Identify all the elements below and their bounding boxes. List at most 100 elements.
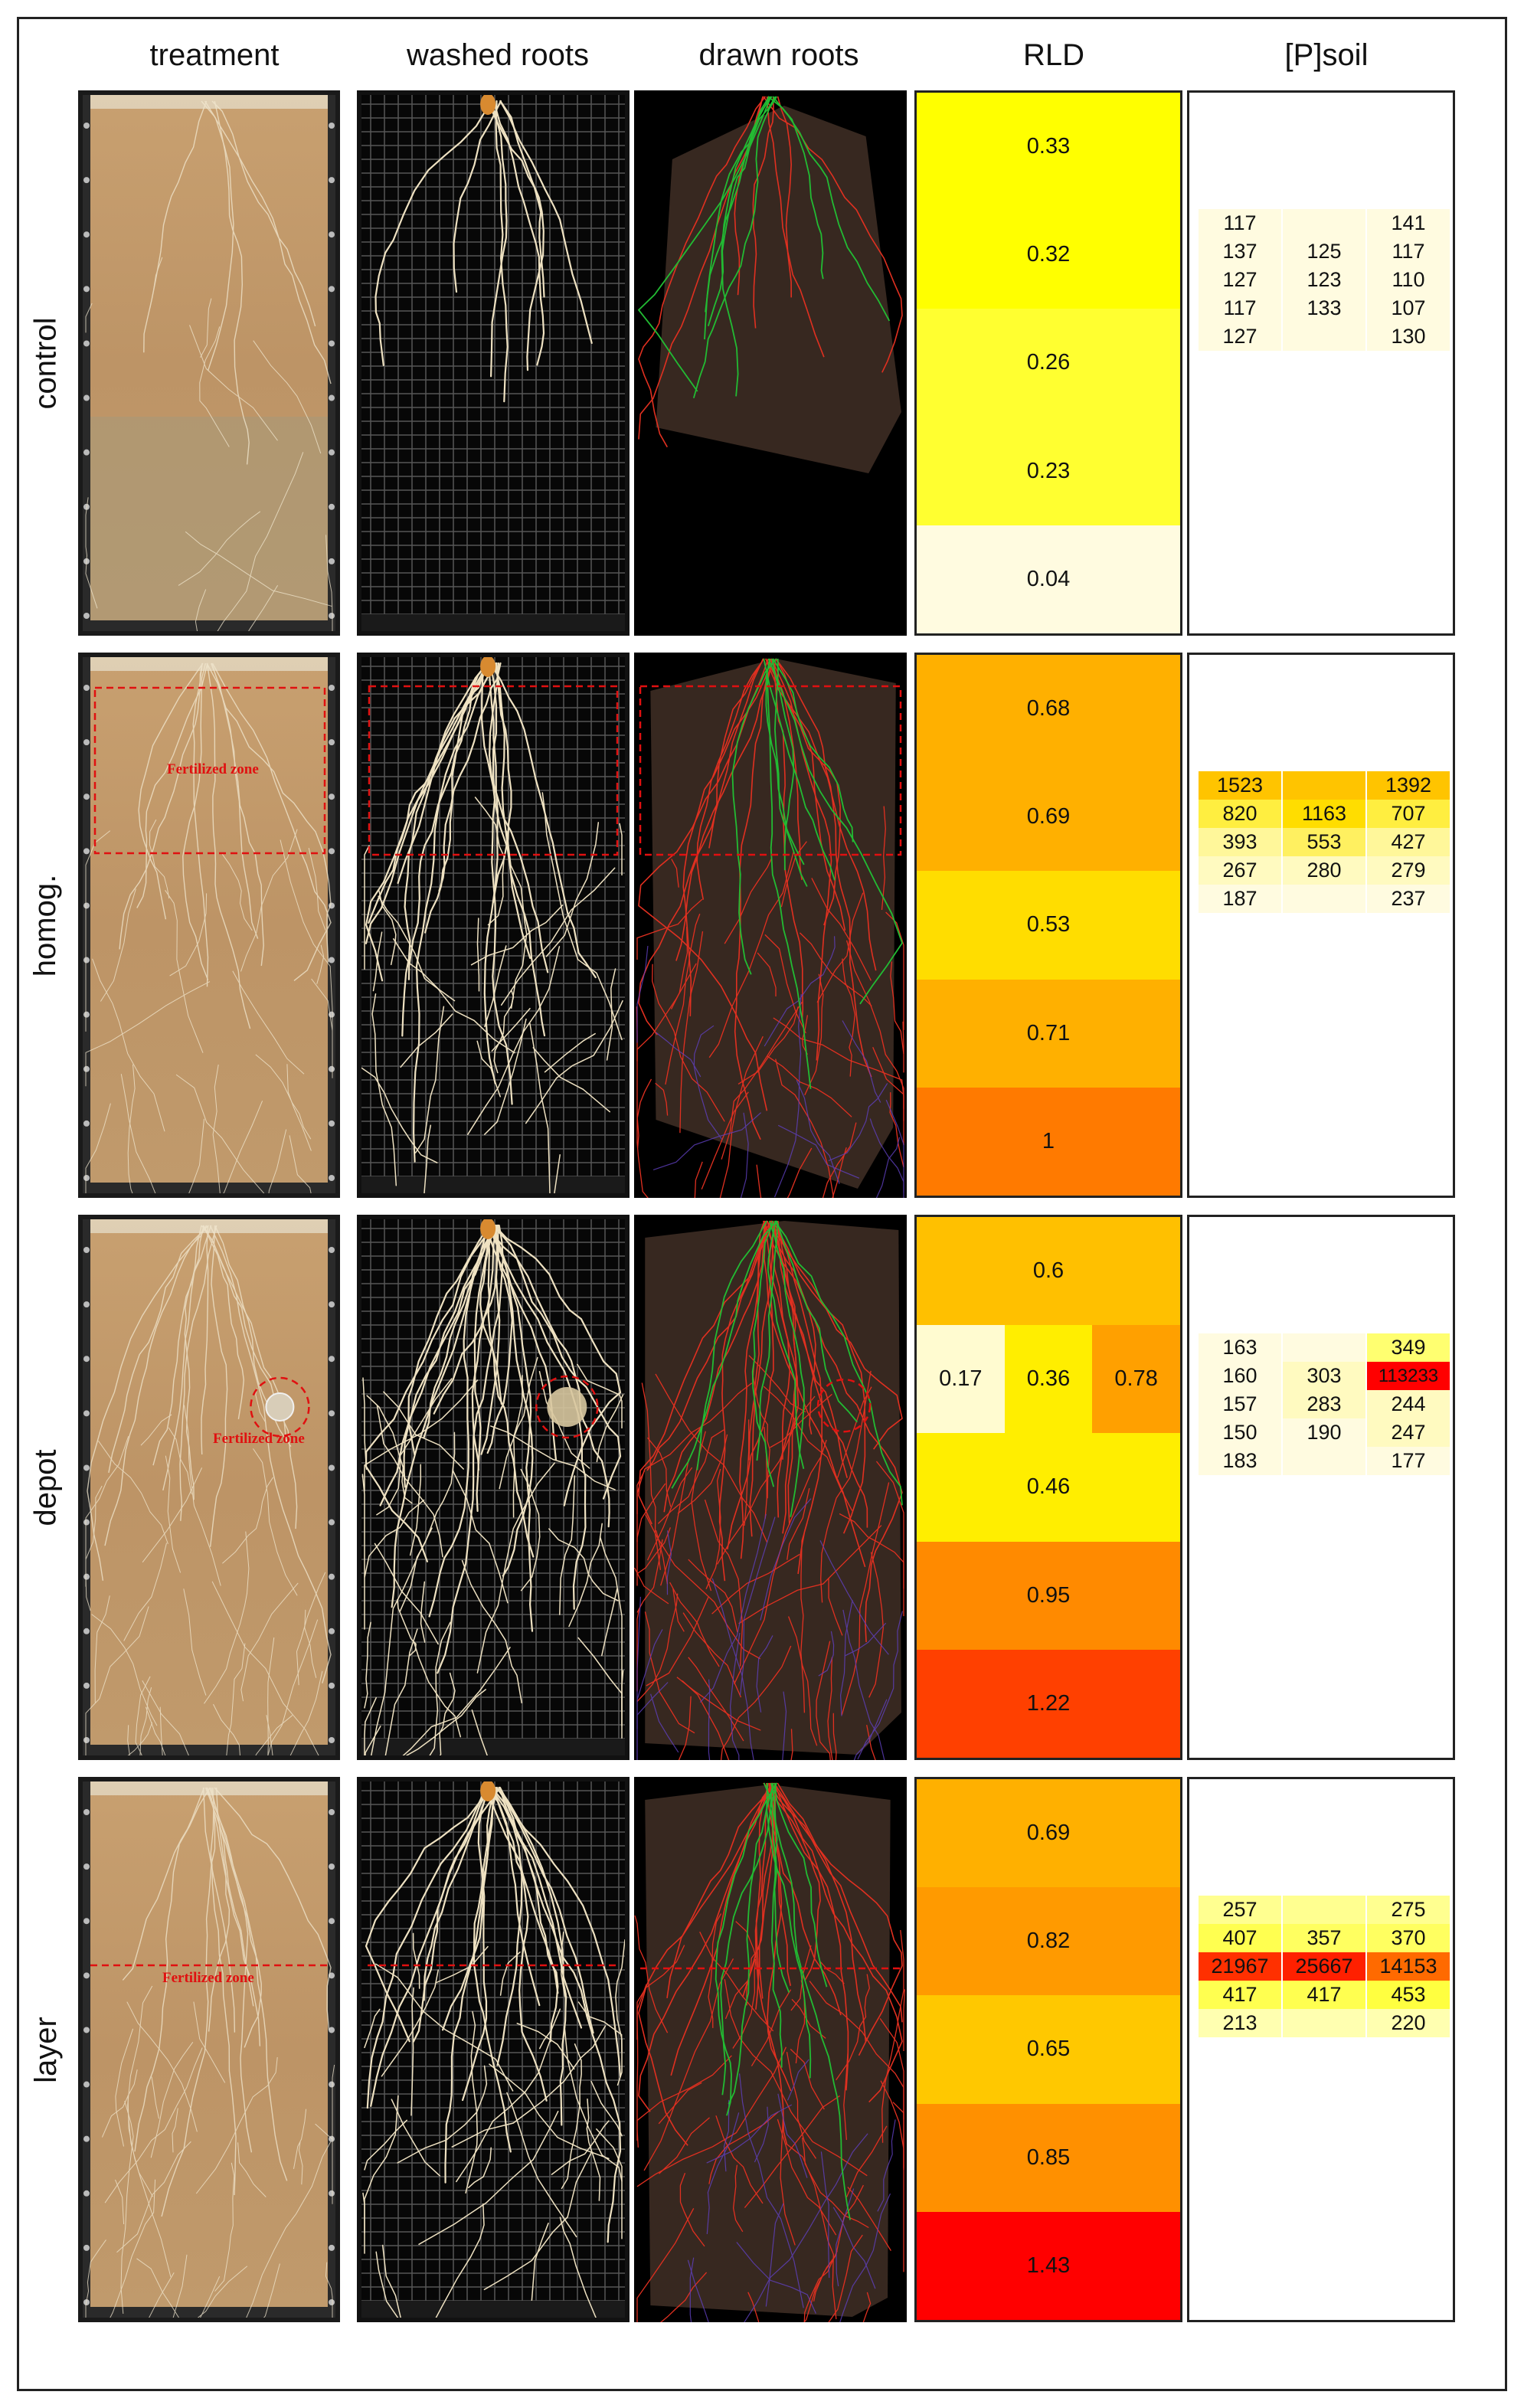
- psoil-cell: 453: [1367, 1981, 1450, 2009]
- psoil-cell: [1283, 322, 1365, 351]
- fertilized-zone-label: Fertilized zone: [213, 1431, 305, 1447]
- psoil-cell: 1523: [1199, 771, 1281, 800]
- rld-cell: 0.82: [917, 1887, 1180, 1996]
- row-label-0: control: [15, 90, 77, 636]
- psoil-cell: 267: [1199, 856, 1281, 885]
- psoil-cell: 279: [1367, 856, 1450, 885]
- psoil-column: 1523 1392 820 1163 707 393 553 427 267 280 279 187 2…: [1187, 653, 1455, 1198]
- psoil-cell: 183: [1199, 1447, 1281, 1475]
- psoil-cell: [1283, 1333, 1365, 1362]
- rld-cell-split: 0.17: [917, 1325, 1005, 1434]
- psoil-cell: 125: [1283, 237, 1365, 266]
- row-label-3: layer: [15, 1777, 77, 2322]
- rld-column: 0.6 0.17 0.36 0.78 0.46 0.95 1.22: [914, 1215, 1182, 1760]
- psoil-cell: 117: [1367, 237, 1450, 266]
- psoil-cell: 157: [1199, 1390, 1281, 1418]
- figure-frame: [17, 17, 1507, 2391]
- rld-cell-split: 0.36: [1004, 1325, 1093, 1434]
- psoil-cell: 150: [1199, 1418, 1281, 1447]
- rld-column: 0.68 0.69 0.53 0.71 1: [914, 653, 1182, 1198]
- psoil-cell: 370: [1367, 1924, 1450, 1952]
- psoil-cell: 237: [1367, 885, 1450, 913]
- psoil-cell: 123: [1283, 266, 1365, 294]
- psoil-cell: [1283, 1447, 1365, 1475]
- rld-cell: 0.33: [917, 93, 1180, 201]
- psoil-column: 257 275 407 357 370 21967 25667 14153 417 417 453 2…: [1187, 1777, 1455, 2322]
- rld-cell: 0.95: [917, 1541, 1180, 1650]
- psoil-cell: 220: [1367, 2009, 1450, 2037]
- row-label-text: homog.: [28, 874, 63, 977]
- psoil-cell: 21967: [1199, 1952, 1281, 1981]
- fertilized-zone-label: Fertilized zone: [162, 1970, 254, 1986]
- psoil-cell: 137: [1199, 237, 1281, 266]
- psoil-cell: 25667: [1283, 1952, 1365, 1981]
- drawn-roots-panel: [634, 90, 907, 636]
- rld-cell: 0.69: [917, 1779, 1180, 1888]
- psoil-cell: 130: [1367, 322, 1450, 351]
- psoil-cell: 427: [1367, 828, 1450, 856]
- psoil-cell: [1283, 2009, 1365, 2037]
- rld-cell-split: 0.78: [1092, 1325, 1180, 1434]
- drawn-roots-panel: [634, 1777, 907, 2322]
- psoil-cell: 283: [1283, 1390, 1365, 1418]
- rld-cell: 1.22: [917, 1649, 1180, 1758]
- psoil-cell: 244: [1367, 1390, 1450, 1418]
- psoil-cell: 275: [1367, 1896, 1450, 1924]
- rld-cell: 1.43: [917, 2211, 1180, 2320]
- psoil-cell: 820: [1199, 800, 1281, 828]
- rld-cell: 0.6: [917, 1217, 1180, 1326]
- treatment-photo: [78, 1777, 340, 2322]
- rld-cell: 1: [917, 1087, 1180, 1196]
- psoil-cell: 1163: [1283, 800, 1365, 828]
- drawn-roots-panel: [634, 1215, 907, 1760]
- psoil-cell: 133: [1283, 294, 1365, 322]
- psoil-cell: 349: [1367, 1333, 1450, 1362]
- psoil-cell: 127: [1199, 266, 1281, 294]
- psoil-cell: 160: [1199, 1362, 1281, 1390]
- psoil-cell: 117: [1199, 294, 1281, 322]
- rld-column: 0.33 0.32 0.26 0.23 0.04: [914, 90, 1182, 636]
- rld-cell: 0.32: [917, 201, 1180, 309]
- psoil-cell: [1283, 771, 1365, 800]
- row-label-2: depot: [15, 1215, 77, 1760]
- psoil-cell: 1392: [1367, 771, 1450, 800]
- rld-cell: 0.26: [917, 309, 1180, 417]
- psoil-cell: 257: [1199, 1896, 1281, 1924]
- rld-cell: 0.71: [917, 979, 1180, 1088]
- psoil-cell: 14153: [1367, 1952, 1450, 1981]
- row-label-1: homog.: [15, 653, 77, 1198]
- psoil-cell: 417: [1199, 1981, 1281, 2009]
- psoil-cell: 707: [1367, 800, 1450, 828]
- psoil-cell: 393: [1199, 828, 1281, 856]
- rld-cell: 0.68: [917, 655, 1180, 764]
- psoil-cell: 357: [1283, 1924, 1365, 1952]
- washed-roots-photo: [357, 653, 630, 1198]
- psoil-cell: 141: [1367, 209, 1450, 237]
- psoil-cell: 247: [1367, 1418, 1450, 1447]
- header-rld: RLD: [1022, 38, 1085, 72]
- washed-roots-photo: [357, 1777, 630, 2322]
- row-label-text: layer: [28, 2016, 63, 2083]
- washed-roots-photo: [357, 90, 630, 636]
- treatment-photo: [78, 1215, 340, 1760]
- psoil-cell: [1283, 885, 1365, 913]
- row-label-text: depot: [28, 1448, 63, 1526]
- row-label-text: control: [28, 316, 63, 410]
- psoil-column: 163 349 160 303 113233 157 283 244 150 190 247 183 1…: [1187, 1215, 1455, 1760]
- psoil-cell: 187: [1199, 885, 1281, 913]
- psoil-cell: 303: [1283, 1362, 1365, 1390]
- psoil-cell: 280: [1283, 856, 1365, 885]
- header-treatment: treatment: [149, 38, 280, 72]
- rld-cell: 0.65: [917, 1995, 1180, 2104]
- rld-cell: 0.85: [917, 2103, 1180, 2212]
- rld-cell: 0.53: [917, 871, 1180, 980]
- fertilized-zone-label: Fertilized zone: [167, 761, 259, 777]
- psoil-cell: 127: [1199, 322, 1281, 351]
- drawn-roots-panel: [634, 653, 907, 1198]
- rld-cell: 0.46: [917, 1433, 1180, 1542]
- psoil-cell: 190: [1283, 1418, 1365, 1447]
- psoil-cell: 113233: [1367, 1362, 1450, 1390]
- treatment-photo: [78, 90, 340, 636]
- psoil-cell: 110: [1367, 266, 1450, 294]
- psoil-cell: [1283, 209, 1365, 237]
